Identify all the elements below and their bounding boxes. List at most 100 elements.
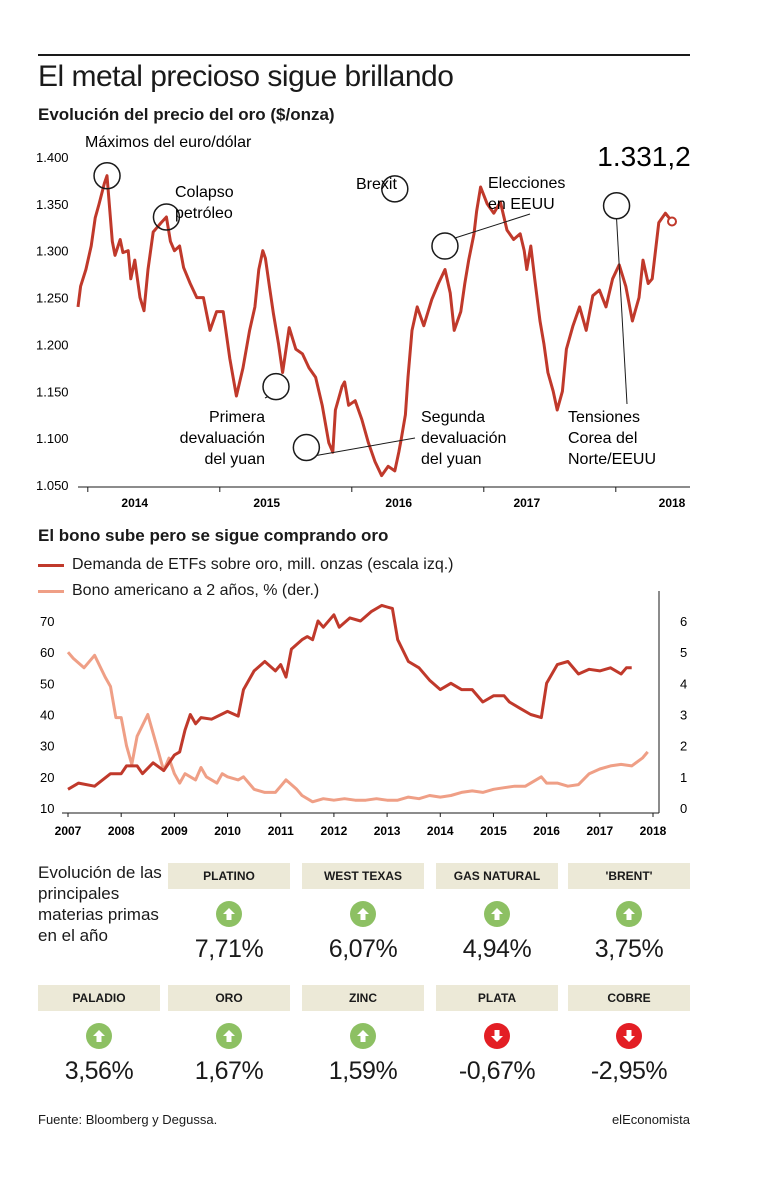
legend-bond: Bono americano a 2 años, % (der.) (38, 582, 319, 600)
annotation-label: Segunda (421, 409, 485, 426)
x-tick-label: 2016 (385, 496, 412, 510)
commodity-name: PALADIO (38, 985, 160, 1011)
commodities-title: Evolución de las principales materias pr… (38, 863, 162, 945)
annotation-label: del yuan (421, 451, 482, 468)
leader-line (454, 213, 531, 239)
x-tick-label: 2008 (108, 824, 135, 835)
y-right-tick-label: 0 (680, 801, 687, 816)
commodity-name: ORO (168, 985, 290, 1011)
y-right-tick-label: 5 (680, 645, 687, 660)
y-right-tick-label: 4 (680, 676, 687, 691)
x-tick-label: 2012 (321, 824, 348, 835)
annotation-circle (152, 203, 181, 231)
annotation-label: Elecciones (488, 175, 565, 192)
commodity-tile-zinc: ZINC 1,59% (302, 985, 424, 1086)
y-left-tick-label: 50 (40, 676, 54, 691)
commodity-change: -0,67% (458, 1057, 536, 1085)
y-tick-label: 1.150 (36, 384, 69, 399)
commodity-name: PLATA (436, 985, 558, 1011)
annotation-label: Primera (209, 409, 265, 426)
commodity-tile-platino: PLATINO 7,71% (168, 863, 290, 964)
commodity-name: ZINC (302, 985, 424, 1011)
brand-logo: elEconomista (611, 1112, 690, 1127)
arrow-down-icon (616, 1023, 642, 1049)
y-right-tick-label: 6 (680, 614, 687, 629)
commodity-name: WEST TEXAS (302, 863, 424, 889)
last-value-label: 1.331,2 (597, 141, 690, 172)
page-title: El metal precioso sigue brillando (38, 60, 454, 93)
y-right-tick-label: 1 (680, 770, 687, 785)
annotation-circle (431, 232, 459, 260)
annotation-label: Tensiones (568, 409, 640, 426)
commodity-tile-cobre: COBRE -2,95% (568, 985, 690, 1086)
x-tick-label: 2018 (659, 496, 686, 510)
arrow-up-icon (86, 1023, 112, 1049)
y-left-tick-label: 10 (40, 801, 54, 816)
commodity-tile-paladio: PALADIO 3,56% (38, 985, 160, 1086)
chart1-subtitle: Evolución del precio del oro ($/onza) (38, 105, 335, 124)
x-tick-label: 2015 (480, 824, 507, 835)
annotation-label: devaluación (421, 430, 506, 447)
commodity-tile-brent: 'BRENT' 3,75% (568, 863, 690, 964)
commodity-tile-west-texas: WEST TEXAS 6,07% (302, 863, 424, 964)
legend-etf-label: Demanda de ETFs sobre oro, mill. onzas (… (72, 556, 454, 573)
bond-yield-line (66, 651, 649, 804)
legend-etf: Demanda de ETFs sobre oro, mill. onzas (… (38, 556, 453, 574)
etf-bond-chart: 10 20 30 40 50 60 70 0 1 2 3 4 5 6 2007 2008 2009 2010 201… (40, 591, 687, 835)
arrow-down-icon (484, 1023, 510, 1049)
annotation-label: Norte/EEUU (568, 451, 656, 468)
commodity-change: 1,67% (194, 1057, 264, 1085)
annotation-label: Corea del (568, 430, 637, 447)
x-tick-label: 2016 (533, 824, 560, 835)
commodity-tile-oro: ORO 1,67% (168, 985, 290, 1086)
y-tick-label: 1.400 (36, 150, 69, 165)
x-tick-label: 2013 (374, 824, 401, 835)
x-tick-label: 2017 (586, 824, 613, 835)
legend-bond-swatch (38, 589, 64, 593)
annotation-label: Colapso (175, 184, 234, 201)
arrow-up-icon (616, 901, 642, 927)
x-tick-label: 2014 (121, 496, 148, 510)
annotation-circle (93, 161, 121, 190)
x-tick-label: 2011 (268, 824, 294, 835)
arrow-up-icon (350, 1023, 376, 1049)
x-tick-label: 2009 (161, 824, 188, 835)
y-tick-label: 1.250 (36, 291, 69, 306)
y-tick-label: 1.300 (36, 244, 69, 259)
commodity-change: 7,71% (194, 935, 264, 963)
annotation-circle (602, 191, 631, 220)
last-value-marker (667, 216, 677, 227)
commodity-tile-gas-natural: GAS NATURAL 4,94% (436, 863, 558, 964)
commodity-change: 4,94% (462, 935, 532, 963)
y-tick-label: 1.200 (36, 337, 69, 352)
y-tick-label: 1.350 (36, 197, 69, 212)
x-tick-label: 2017 (513, 496, 540, 510)
leader-line (264, 396, 269, 399)
legend-etf-swatch (38, 563, 64, 567)
annotation-label: Máximos del euro/dólar (85, 134, 252, 151)
y-tick-label: 1.050 (36, 478, 69, 493)
x-tick-label: 2018 (640, 824, 667, 835)
x-tick-label: 2007 (55, 824, 82, 835)
x-tick-label: 2015 (253, 496, 280, 510)
annotation-label: en EEUU (488, 196, 555, 213)
commodity-change: 6,07% (328, 935, 398, 963)
legend-bond-label: Bono americano a 2 años, % (der.) (72, 582, 320, 599)
annotation-label: petróleo (175, 205, 233, 222)
commodity-change: 1,59% (328, 1057, 398, 1085)
etf-demand-line (67, 603, 632, 791)
gold-price-line (76, 174, 674, 478)
commodity-name: COBRE (568, 985, 690, 1011)
commodity-name: PLATINO (168, 863, 290, 889)
annotation-circle (292, 433, 321, 462)
annotation-circle (262, 372, 290, 401)
commodity-change: 3,56% (64, 1057, 134, 1085)
annotation-label: del yuan (205, 451, 266, 468)
y-left-tick-label: 40 (40, 708, 54, 723)
y-left-tick-label: 20 (40, 770, 54, 785)
chart2-title: El bono sube pero se sigue comprando oro (38, 526, 389, 545)
commodity-tile-plata: PLATA -0,67% (436, 985, 558, 1086)
annotation-label: devaluación (180, 430, 265, 447)
y-left-tick-label: 30 (40, 739, 54, 754)
top-rule (38, 54, 690, 56)
